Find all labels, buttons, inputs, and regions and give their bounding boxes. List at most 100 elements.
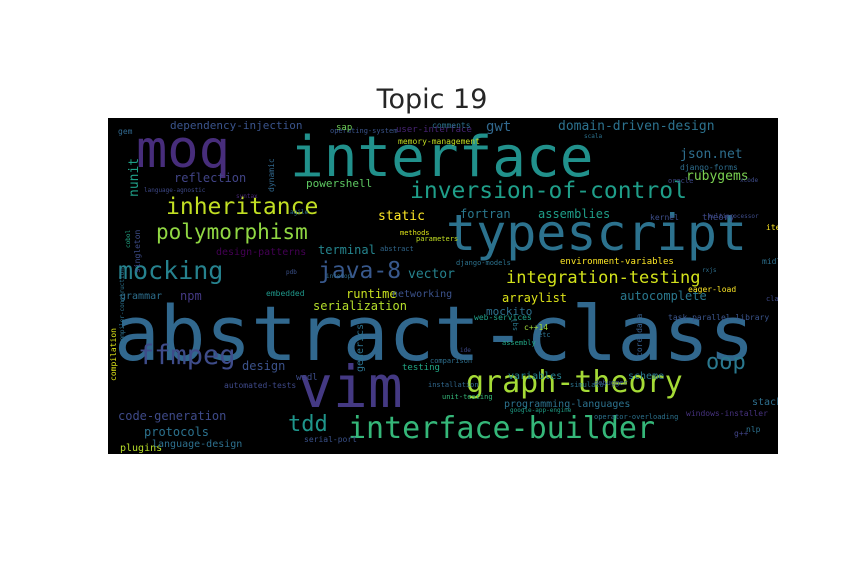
cloud-word: json.net [680, 147, 743, 162]
word-cloud: abstract-class interface typescript moq vim g… [108, 118, 778, 454]
cloud-word: nlp [746, 425, 761, 434]
cloud-word: tdd [288, 412, 328, 437]
cloud-word: abstract-class [114, 289, 755, 378]
cloud-word: core-data [635, 313, 644, 358]
cloud-word: g++ [734, 429, 749, 438]
cloud-word: theory [702, 213, 735, 223]
cloud-word: variables [508, 371, 563, 382]
cloud-word: midlet [762, 257, 778, 266]
cloud-word: graph-theory [466, 365, 683, 400]
cloud-word: syntax [236, 193, 258, 200]
cloud-word: java-8 [318, 258, 402, 284]
cloud-word: kernel [650, 213, 679, 222]
cloud-word: scala [584, 133, 603, 140]
cloud-word: agile [290, 209, 309, 216]
cloud-word: arraylist [502, 291, 568, 305]
cloud-word: dependency-injection [170, 119, 303, 132]
cloud-word: comments [432, 121, 471, 130]
cloud-word: vim [298, 353, 403, 421]
cloud-word: interface-builder [348, 411, 656, 446]
cloud-word: language-design [152, 439, 243, 450]
cloud-word: google-app-engine [510, 407, 572, 414]
cloud-word: integration-testing [506, 268, 701, 288]
cloud-word: simulator [570, 381, 608, 389]
cloud-word: compilation [109, 327, 118, 381]
cloud-word: memory-management [398, 137, 480, 146]
cloud-word: debugger [594, 379, 628, 387]
cloud-word: typescript [446, 204, 748, 262]
cloud-word: code-generation [118, 409, 227, 423]
cloud-word: static [378, 209, 425, 224]
cloud-word: nunit [127, 157, 142, 197]
cloud-word: programming-languages [504, 399, 631, 410]
cloud-word: generics [355, 323, 366, 372]
cloud-word: dynamic [267, 157, 276, 192]
cloud-word: testing [402, 363, 440, 373]
cloud-word: c++14 [524, 323, 549, 332]
cloud-word: wsdl [296, 373, 318, 383]
cloud-word: embedded [266, 289, 305, 298]
cloud-word: ffmpeg [138, 340, 236, 371]
cloud-word: oop [706, 350, 746, 375]
cloud-word: inheritance [166, 194, 319, 220]
cloud-word: sql [511, 317, 519, 331]
cloud-word: gem [118, 127, 133, 136]
cloud-word: scheme [628, 371, 665, 382]
cloud-word: fortran [460, 207, 511, 221]
cloud-word: unit-testing [442, 393, 493, 401]
cloud-word: design-patterns [216, 247, 307, 258]
cloud-word: npm [180, 289, 202, 303]
cloud-word: task-parallel-library [668, 313, 770, 322]
cloud-word: powershell [306, 177, 373, 190]
cloud-word: mockito [486, 305, 533, 318]
cloud-word: rxjs [702, 267, 717, 274]
cloud-word: iteration [766, 223, 778, 232]
cloud-word: multiprocessor [708, 213, 759, 220]
cloud-word: environment-variables [560, 257, 674, 267]
cloud-word: networking [392, 289, 453, 300]
cloud-word: serial-port [304, 435, 357, 444]
cloud-word: web-services [474, 313, 532, 322]
cloud-word: vector [408, 267, 455, 282]
cloud-word: xcode [740, 177, 759, 184]
plot-title: Topic 19 [376, 84, 488, 115]
cloud-word: terminal [318, 243, 376, 257]
cloud-word: sap [336, 123, 353, 133]
cloud-word: methods [400, 229, 430, 237]
cloud-word: domain-driven-design [558, 119, 715, 134]
cloud-word: polymorphism [156, 220, 308, 244]
cloud-word: abstract [380, 245, 414, 253]
cloud-word: etc [538, 331, 551, 339]
cloud-word: user-interface [396, 125, 472, 135]
cloud-word: installation [428, 381, 479, 389]
cloud-word: class [766, 295, 778, 303]
cloud-word: django-models [456, 259, 511, 267]
cloud-word: moq [136, 120, 230, 180]
cloud-word: interface [290, 125, 594, 190]
cloud-word: automated-tests [224, 381, 297, 390]
cloud-word: pdb [286, 269, 297, 276]
cloud-word: grammar [120, 291, 163, 302]
cloud-word: language-agnostic [144, 187, 206, 194]
cloud-word: ide [460, 347, 471, 354]
cloud-word: windows-installer [686, 409, 768, 418]
cloud-word: assembly [502, 339, 536, 347]
cloud-word: compiler-construction [119, 267, 126, 344]
cloud-word: stack [752, 397, 778, 408]
cloud-word: parameters [416, 235, 459, 243]
cloud-word: singleton [133, 229, 142, 274]
cloud-word: rubygems [686, 169, 749, 184]
cloud-word: oracle [668, 177, 694, 185]
cloud-word: runtime [346, 287, 397, 301]
cloud-word: reflection [174, 171, 247, 185]
cloud-word: eager-load [688, 285, 737, 294]
cloud-word: serialization [313, 299, 407, 313]
cloud-word: cobol [125, 229, 132, 248]
cloud-word: django-forms [680, 163, 738, 172]
cloud-word: mocking [118, 256, 224, 285]
cloud-word: gwt [486, 119, 512, 135]
cloud-word: autocomplete [620, 289, 707, 303]
cloud-word: design [242, 359, 286, 373]
cloud-word: operating-system [330, 127, 398, 135]
cloud-word: comparison [430, 357, 473, 365]
